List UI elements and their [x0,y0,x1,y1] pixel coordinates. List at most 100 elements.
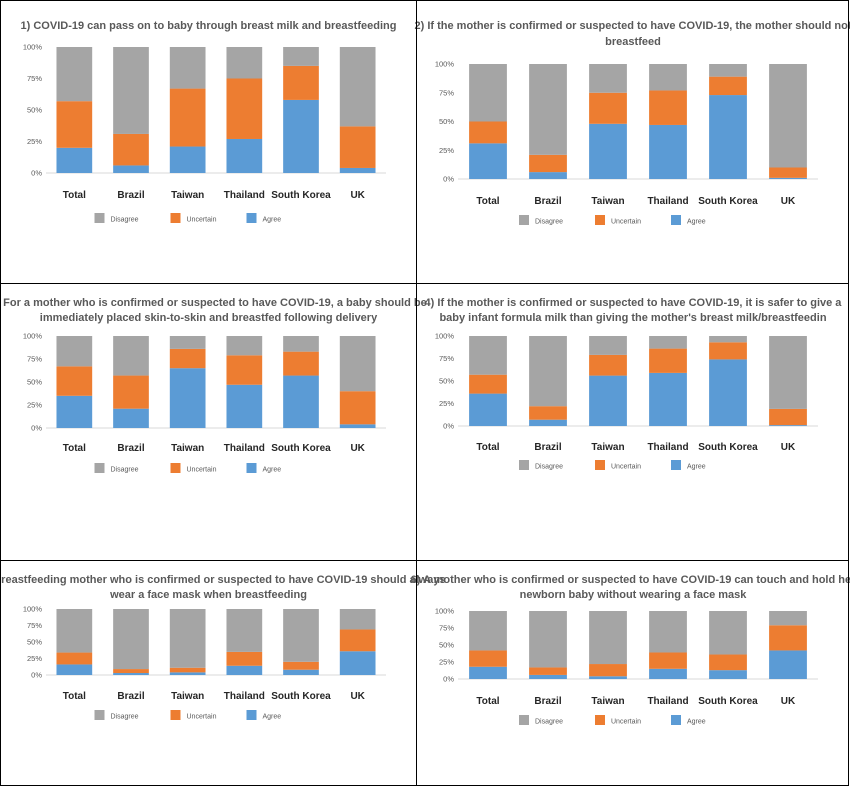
category-label-uk: UK [350,190,365,201]
chart-title-line: wear a face mask when breastfeeding [109,589,307,601]
category-label-taiwan: Taiwan [171,190,204,201]
legend-swatch-disagree [94,463,105,473]
chart-title-line: 2) If the mother is confirmed or suspect… [414,20,850,32]
y-tick-label: 100% [23,605,43,614]
legend-swatch-agree [246,213,257,223]
bar-agree-thailand [226,665,263,675]
bar-disagree-brazil [529,336,567,407]
bar-agree-brazil [529,674,567,679]
chart-title-line: breastfeed [605,36,661,48]
bar-agree-total [56,395,93,428]
legend-swatch-uncertain [595,715,605,725]
bar-disagree-south-korea [283,47,319,66]
bar-agree-taiwan [169,368,206,428]
category-label-brazil: Brazil [117,190,144,201]
legend-swatch-agree [671,215,681,225]
y-tick-label: 75% [439,88,454,97]
bar-disagree-south-korea [283,609,319,662]
bar-uncertain-uk [339,126,376,168]
bar-disagree-total [469,64,507,122]
bar-disagree-south-korea [709,64,747,77]
bar-agree-uk [769,650,807,679]
category-label-uk: UK [781,196,796,207]
y-tick-label: 25% [439,658,454,667]
bar-uncertain-south-korea [283,351,319,376]
y-tick-label: 100% [435,332,455,341]
category-label-taiwan: Taiwan [171,443,204,454]
category-label-taiwan: Taiwan [591,196,624,207]
bar-disagree-uk [339,609,376,630]
category-label-uk: UK [781,442,796,453]
legend-label-agree: Agree [263,467,282,474]
bar-disagree-taiwan [169,609,206,668]
chart-title-line: 3) For a mother who is confirmed or susp… [0,297,427,309]
bar-agree-brazil [529,172,567,179]
chart-title-line: 6) A mother who is confirmed or suspecte… [411,574,850,586]
category-label-south-korea: South Korea [271,190,331,201]
bar-uncertain-uk [769,167,807,178]
y-tick-label: 100% [23,43,43,52]
legend-swatch-agree [671,460,681,470]
panel-border [416,0,417,786]
legend-swatch-agree [246,463,257,473]
y-tick-label: 25% [27,654,42,663]
legend-swatch-agree [671,715,681,725]
chart-svg-3: 3) For a mother who is confirmed or susp… [0,297,427,474]
bar-disagree-brazil [529,611,567,668]
y-tick-label: 0% [31,671,42,680]
bar-disagree-taiwan [169,336,206,349]
bar-disagree-total [56,336,93,367]
bar-agree-total [56,147,93,173]
legend-label-disagree: Disagree [535,464,563,471]
category-label-brazil: Brazil [534,696,561,707]
bar-uncertain-total [469,121,507,144]
y-tick-label: 50% [439,117,454,126]
panel-border [0,283,849,284]
bar-agree-brazil [113,408,149,428]
bar-uncertain-uk [769,408,807,426]
legend-label-disagree: Disagree [111,217,139,224]
bar-agree-south-korea [283,669,319,675]
y-tick-label: 75% [27,355,42,364]
bar-uncertain-taiwan [589,92,627,124]
bar-uncertain-taiwan [169,667,206,673]
y-tick-label: 0% [31,169,42,178]
bar-agree-uk [339,651,376,675]
category-label-uk: UK [781,696,796,707]
bar-uncertain-brazil [529,406,567,420]
category-label-total: Total [476,696,499,707]
panel-border [0,0,849,1]
category-label-thailand: Thailand [647,196,688,207]
legend-swatch-disagree [519,215,529,225]
legend-label-uncertain: Uncertain [611,464,641,471]
legend-swatch-uncertain [170,710,181,720]
category-label-total: Total [63,691,86,702]
category-label-thailand: Thailand [647,442,688,453]
y-tick-label: 25% [439,399,454,408]
chart-title-line: 4) If the mother is confirmed or suspect… [425,297,843,309]
y-tick-label: 75% [439,624,454,633]
bar-uncertain-thailand [649,652,687,669]
bar-agree-uk [769,177,807,179]
chart-panel-1: 1) COVID-19 can pass on to baby through … [1,1,416,283]
bar-agree-brazil [113,673,149,675]
bar-uncertain-south-korea [283,65,319,100]
y-tick-label: 50% [27,378,42,387]
y-tick-label: 0% [443,175,454,184]
bar-uncertain-south-korea [709,76,747,96]
panel-border [848,0,849,786]
bar-agree-south-korea [283,99,319,173]
chart-svg-4: 4) If the mother is confirmed or suspect… [425,297,843,471]
bar-disagree-thailand [226,336,263,356]
bar-agree-taiwan [169,672,206,675]
bar-agree-south-korea [709,670,747,679]
bar-agree-brazil [529,419,567,426]
category-label-thailand: Thailand [647,696,688,707]
bar-agree-south-korea [709,359,747,426]
legend-swatch-disagree [519,460,529,470]
category-label-south-korea: South Korea [698,696,758,707]
category-label-brazil: Brazil [117,691,144,702]
bar-uncertain-brazil [113,375,149,409]
bar-uncertain-uk [339,391,376,425]
y-tick-label: 0% [31,424,42,433]
